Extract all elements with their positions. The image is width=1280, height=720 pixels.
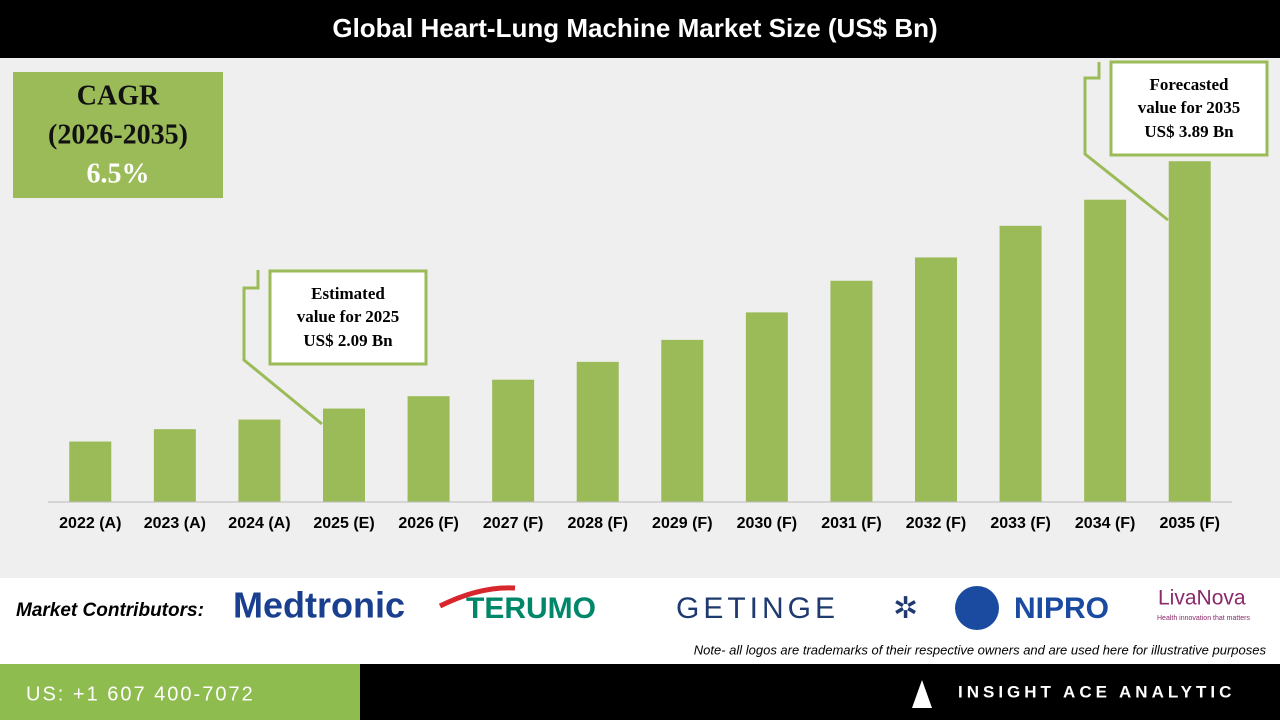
logo: TERUMO <box>466 592 596 625</box>
logo-tagline: Health innovation that matters <box>1157 615 1250 622</box>
callout-connector <box>242 270 323 426</box>
bar <box>153 429 196 502</box>
x-tick-label: 2027 (F) <box>483 515 543 532</box>
bar <box>830 280 873 502</box>
x-tick-label: 2035 (F) <box>1159 515 1219 532</box>
brand: INSIGHT ACE ANALYTIC <box>958 682 1235 701</box>
logo-icon <box>955 586 999 630</box>
bar <box>915 257 957 502</box>
phone: US: +1 607 400-7072 <box>26 683 255 705</box>
note: Note- all logos are trademarks of their … <box>694 642 1267 657</box>
bar <box>1168 161 1211 503</box>
bar <box>1084 199 1127 502</box>
cagr-box <box>13 72 223 198</box>
x-tick-label: 2034 (F) <box>1075 515 1135 532</box>
x-tick-label: 2022 (A) <box>59 515 121 532</box>
bar <box>323 408 365 502</box>
bar <box>69 441 112 502</box>
annotation-line: US$ 3.89 Bn <box>1144 122 1234 141</box>
logo: GETINGE <box>676 592 839 625</box>
annotation-line: Estimated <box>311 284 385 303</box>
logo: Medtronic <box>233 585 405 626</box>
title-bar <box>0 0 1280 58</box>
annotation-line: Forecasted <box>1150 75 1230 94</box>
contributors-strip <box>0 578 1280 664</box>
bar <box>999 225 1042 503</box>
footer-left <box>0 664 360 720</box>
x-tick-label: 2024 (A) <box>228 515 290 532</box>
bar <box>661 339 704 502</box>
callout-box <box>1109 60 1269 157</box>
x-tick-label: 2025 (E) <box>313 515 374 532</box>
logo: NIPRO <box>1014 592 1109 625</box>
bar <box>492 379 535 502</box>
contributors-label: Market Contributors: <box>16 600 204 621</box>
bar <box>745 312 788 502</box>
callout-box <box>268 269 428 366</box>
chart-title: Global Heart-Lung Machine Market Size (U… <box>332 13 937 43</box>
bar <box>407 396 450 502</box>
logo: LivaNova <box>1158 587 1246 610</box>
bar <box>238 419 281 502</box>
cagr-period: (2026-2035) <box>48 119 188 150</box>
logo-icon: ✲ <box>893 592 918 625</box>
x-tick-label: 2026 (F) <box>398 515 458 532</box>
cagr-value: 6.5% <box>87 158 150 189</box>
annotation-line: value for 2025 <box>297 307 400 326</box>
x-tick-label: 2033 (F) <box>990 515 1050 532</box>
callout-connector <box>1083 62 1169 222</box>
x-tick-label: 2023 (A) <box>144 515 206 532</box>
annotation-line: US$ 2.09 Bn <box>303 331 393 350</box>
annotation-line: value for 2035 <box>1138 98 1241 117</box>
cagr-label: CAGR <box>77 80 160 111</box>
plot: 2022 (A) 2023 (A) 2024 (A) 2025 (E) 2026 (F)… <box>59 161 1220 532</box>
x-tick-label: 2029 (F) <box>652 515 712 532</box>
x-tick-label: 2030 (F) <box>737 515 797 532</box>
x-tick-label: 2032 (F) <box>906 515 966 532</box>
brand-icon <box>912 680 932 708</box>
x-tick-label: 2031 (F) <box>821 515 881 532</box>
logo-swoosh <box>438 585 516 609</box>
x-tick-label: 2028 (F) <box>567 515 627 532</box>
footer-right <box>360 664 1280 720</box>
bar <box>576 361 619 502</box>
